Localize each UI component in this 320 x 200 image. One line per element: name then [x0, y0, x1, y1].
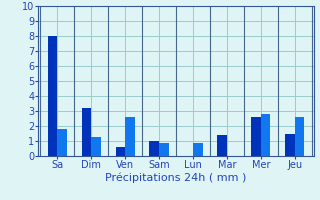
- Bar: [261, 114, 270, 156]
- Bar: [91, 137, 100, 156]
- Bar: [295, 117, 304, 156]
- Bar: [285, 134, 295, 156]
- Bar: [48, 36, 57, 156]
- Bar: [159, 142, 169, 156]
- Bar: [116, 147, 125, 156]
- Bar: [125, 117, 134, 156]
- Bar: [218, 135, 227, 156]
- X-axis label: Précipitations 24h ( mm ): Précipitations 24h ( mm ): [105, 173, 247, 183]
- Bar: [149, 141, 159, 156]
- Bar: [57, 129, 67, 156]
- Bar: [193, 142, 203, 156]
- Bar: [252, 117, 261, 156]
- Bar: [82, 108, 91, 156]
